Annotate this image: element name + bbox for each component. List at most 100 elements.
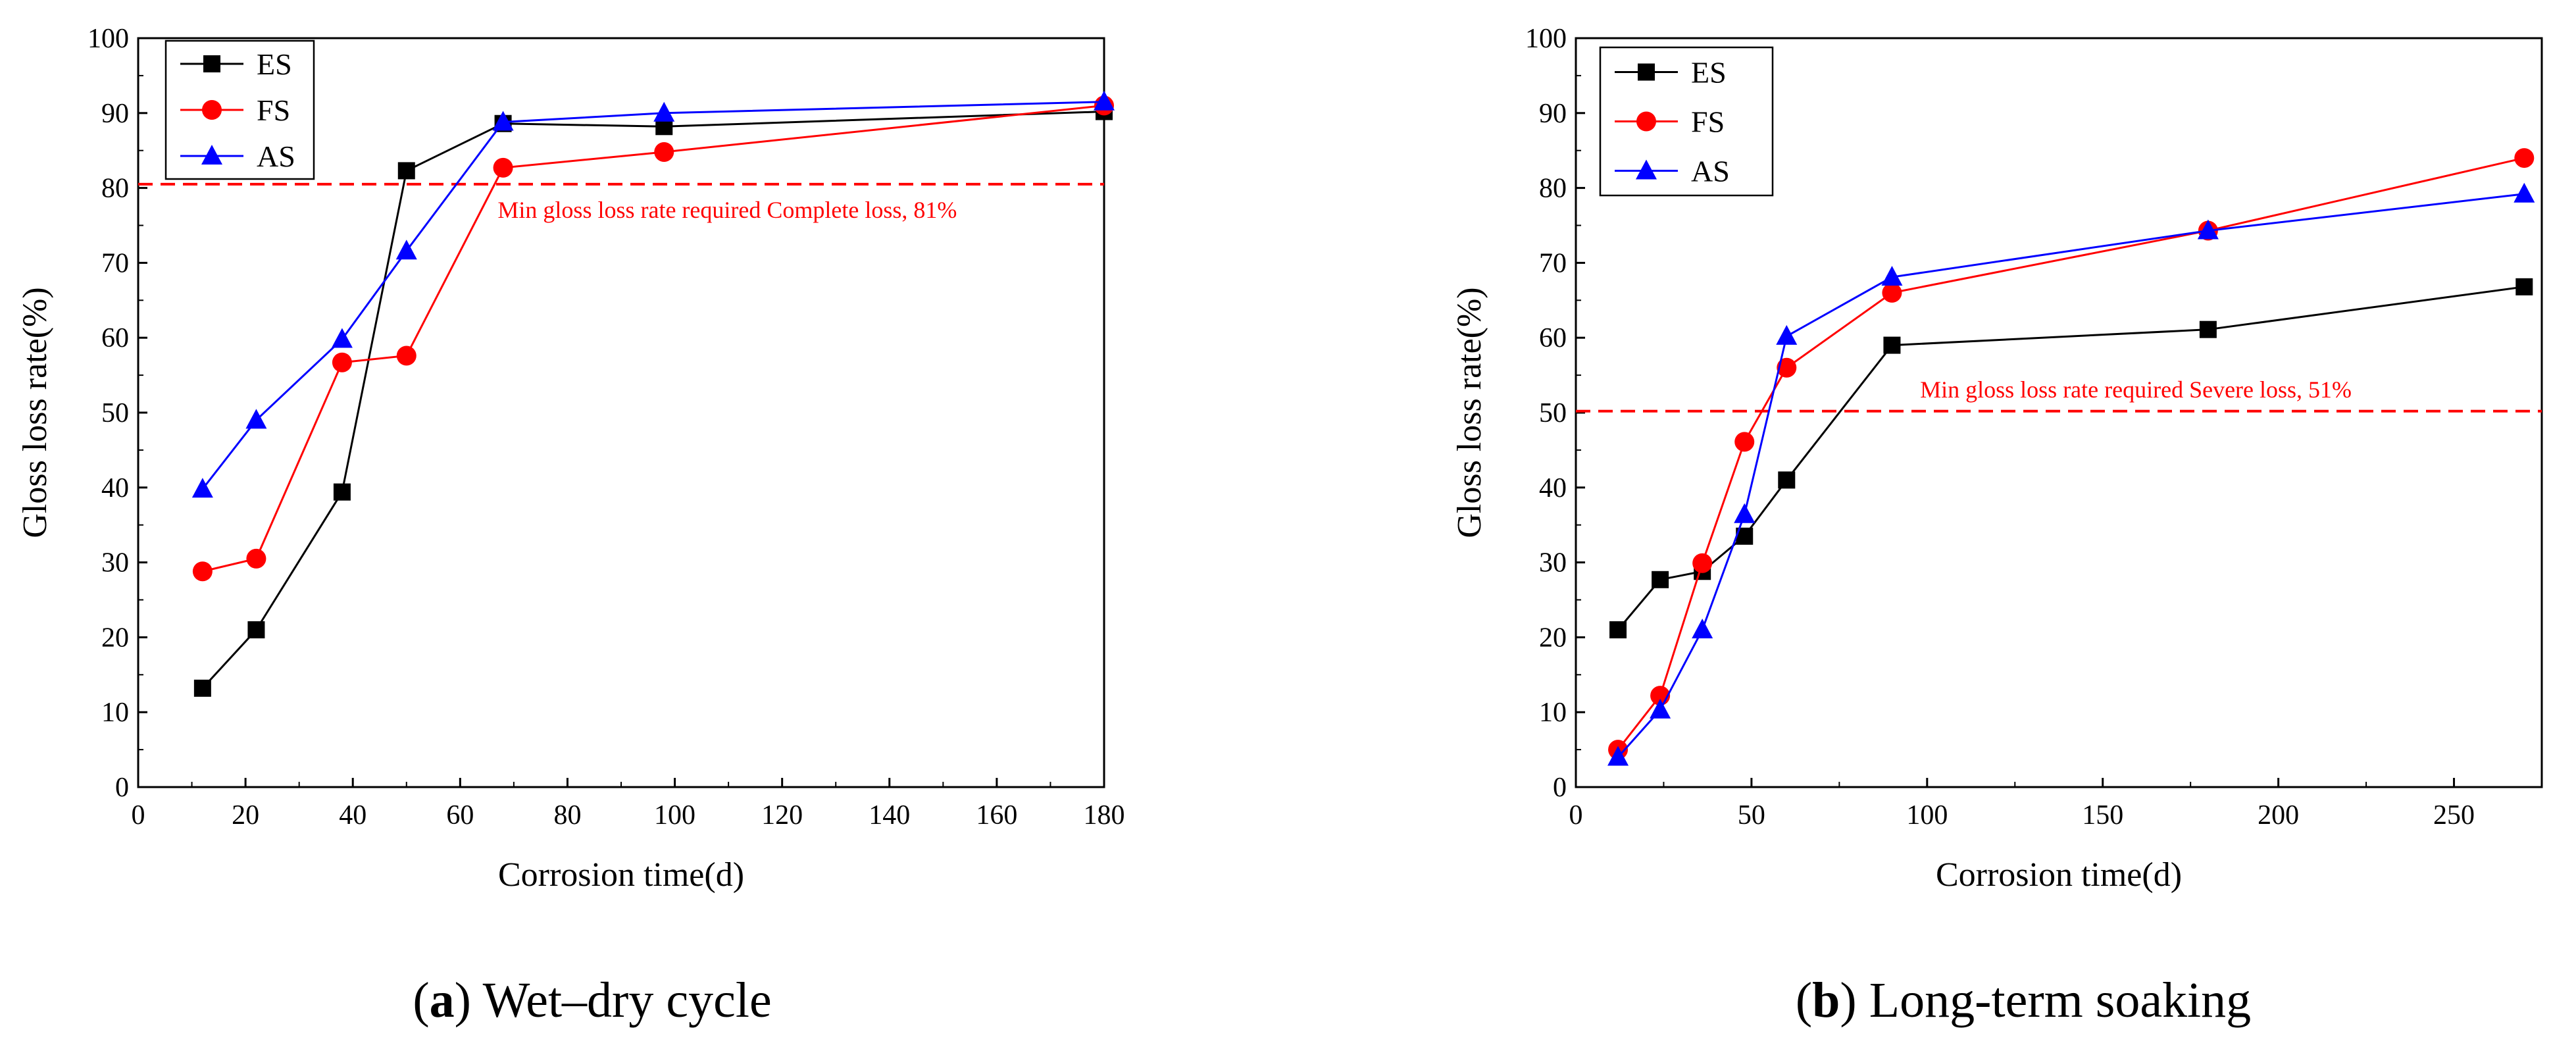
chart-b-series-fs-point (1734, 432, 1755, 452)
chart-b-y-tick-label: 60 (1539, 323, 1567, 353)
chart-a-series-fs-point (246, 548, 266, 569)
chart-a-y-tick-label: 30 (101, 548, 129, 578)
chart-b-series-es-point (2515, 278, 2533, 295)
chart-a-series-es-point (193, 679, 211, 697)
chart-a-y-tick-label: 70 (101, 248, 129, 278)
chart-b-x-tick-label: 150 (2082, 800, 2123, 831)
chart-b-y-tick-label: 90 (1539, 99, 1567, 129)
chart-a-series-fs-point (332, 352, 352, 372)
chart-a-x-tick-label: 180 (1084, 800, 1125, 831)
chart-b-x-tick-label: 0 (1569, 800, 1583, 831)
chart-b-series-es-point (2199, 320, 2217, 338)
chart-b-caption: (b) Long-term soaking (1796, 973, 2251, 1028)
chart-a-caption-letter: a (430, 973, 455, 1028)
chart-a-series-fs-point (493, 157, 513, 178)
chart-b-series-es-point (1652, 571, 1669, 588)
chart-a-y-axis-title: Gloss loss rate(%) (16, 287, 54, 538)
chart-b-series-as-point (2513, 182, 2535, 203)
chart-a-y-tick-label: 0 (115, 773, 129, 803)
chart-b-x-tick-label: 200 (2258, 800, 2299, 831)
chart-b-y-tick-label: 40 (1539, 473, 1567, 503)
chart-b-y-tick-label: 80 (1539, 174, 1567, 204)
chart-b-y-tick-label: 20 (1539, 623, 1567, 653)
chart-b-legend-es-label: ES (1691, 56, 1727, 90)
chart-a-series-as-point (1094, 90, 1115, 111)
chart-b-series-es-line (1617, 286, 2525, 630)
chart-a-y-tick-label: 90 (101, 99, 129, 129)
chart-a-reference-label: Min gloss loss rate required Complete lo… (497, 197, 957, 223)
chart-a-x-tick-label: 140 (869, 800, 910, 831)
chart-a-series-es-point (247, 621, 265, 639)
chart-b-series-as-point (1881, 266, 1903, 286)
chart-b-series-es-point (1609, 621, 1627, 639)
chart-b-y-tick-label: 100 (1525, 24, 1567, 54)
chart-a-y-tick-label: 50 (101, 398, 129, 428)
chart-a-caption-paren-close: ) (455, 973, 483, 1028)
chart-a-legend-es-label: ES (257, 47, 292, 81)
chart-b-caption-text: Long-term soaking (1869, 973, 2251, 1028)
chart-a-series-as-point (331, 328, 353, 348)
chart-b-series-as-point (1776, 324, 1798, 345)
chart-a-legend-fs-swatch-marker (202, 100, 222, 120)
chart-b-series-as-line (1617, 193, 2525, 758)
chart-a-y-tick-label: 100 (88, 24, 129, 54)
chart-a-legend-es-swatch-marker (203, 55, 220, 72)
chart-a-caption-paren-open: ( (413, 973, 429, 1028)
chart-a-x-tick-label: 20 (232, 800, 259, 831)
chart-b-legend-fs-swatch-marker (1636, 111, 1656, 132)
chart-b-series-as-point (2197, 219, 2219, 240)
chart-a-series-fs-point (192, 561, 213, 582)
chart-a-x-axis-title: Corrosion time(d) (498, 856, 744, 894)
chart-b-series-fs-point (2514, 148, 2535, 168)
chart-b-y-tick-label: 10 (1539, 698, 1567, 728)
chart-b-y-tick-label: 50 (1539, 398, 1567, 428)
chart-b-x-tick-label: 50 (1738, 800, 1765, 831)
chart-a-x-tick-label: 100 (654, 800, 695, 831)
chart-b-caption-paren-open: ( (1796, 973, 1812, 1028)
chart-a-y-tick-label: 10 (101, 698, 129, 728)
chart-b-legend-fs-label: FS (1691, 105, 1725, 139)
chart-b-caption-letter: b (1812, 973, 1840, 1028)
chart-b-series-as-point (1650, 698, 1671, 719)
chart-a-x-tick-label: 0 (132, 800, 145, 831)
chart-b-y-tick-label: 0 (1553, 773, 1567, 803)
chart-b-series-as-point (1607, 746, 1629, 766)
chart-a-x-tick-label: 60 (446, 800, 474, 831)
chart-b-x-tick-label: 250 (2433, 800, 2475, 831)
chart-a-legend-fs-label: FS (257, 93, 290, 127)
chart-a-series-fs-point (396, 345, 417, 366)
chart-b-series-fs-point (1777, 357, 1797, 378)
chart-b-x-tick-label: 100 (1906, 800, 1948, 831)
chart-b-series-es-point (1778, 471, 1796, 489)
chart-a-x-tick-label: 80 (553, 800, 581, 831)
chart-a-y-tick-label: 60 (101, 323, 129, 353)
chart-a-y-tick-label: 80 (101, 174, 129, 204)
chart-a-series-as-line (201, 101, 1105, 490)
chart-b-x-axis-title: Corrosion time(d) (1936, 856, 2182, 894)
chart-a-y-tick-label: 20 (101, 623, 129, 653)
chart-b-series-as-point (1734, 503, 1755, 523)
chart-a-x-tick-label: 120 (761, 800, 803, 831)
chart-a-series-as-point (245, 409, 267, 429)
chart-b-y-axis-title: Gloss loss rate(%) (1451, 287, 1488, 538)
chart-b-series-as-point (1692, 619, 1713, 639)
chart-b-y-tick-label: 70 (1539, 248, 1567, 278)
chart-a-x-tick-label: 160 (976, 800, 1017, 831)
chart-b-series-es-point (1883, 336, 1901, 354)
chart-a-caption-text: Wet–dry cycle (483, 973, 772, 1028)
chart-b-caption-paren-close: ) (1840, 973, 1869, 1028)
chart-a-series-as-point (653, 101, 675, 122)
chart-panel-a: 0 20 40 60 80 100 120 140 160 180 0 10 20 30 40 50 60 70 8… (16, 24, 1125, 1028)
chart-a-series-as-point (191, 478, 213, 498)
chart-b-reference-label: Min gloss loss rate required Severe loss… (1920, 376, 2352, 403)
chart-a-series-es-point (333, 483, 351, 501)
chart-a-legend-as-label: AS (257, 140, 295, 173)
chart-b-legend-as-swatch-marker (1636, 159, 1657, 180)
chart-a-series-as-point (492, 111, 514, 131)
chart-b-legend-es-swatch-marker (1638, 63, 1655, 81)
chart-a-y-tick-label: 40 (101, 473, 129, 503)
chart-b-legend-as-label: AS (1691, 155, 1730, 188)
chart-a-x-tick-label: 40 (339, 800, 366, 831)
chart-b-series-fs-point (1882, 282, 1902, 303)
